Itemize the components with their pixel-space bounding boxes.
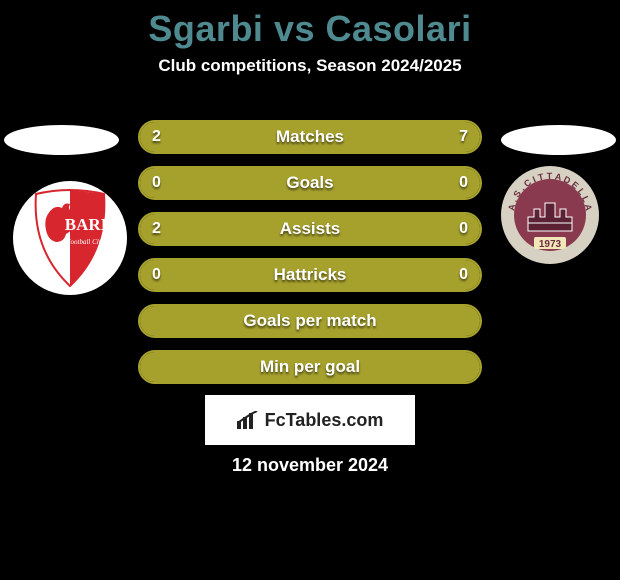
stat-row-matches: 27Matches: [138, 120, 482, 154]
fctables-badge[interactable]: FcTables.com: [205, 395, 415, 445]
cittadella-crest-svg: A . S . C I T T A D E L L A 1973: [500, 165, 600, 265]
stat-label: Assists: [140, 214, 480, 244]
decor-ellipse-left: [4, 125, 119, 155]
stat-row-min-per-goal: Min per goal: [138, 350, 482, 384]
stat-label: Goals per match: [140, 306, 480, 336]
player2-name: Casolari: [326, 8, 472, 49]
footer-date: 12 november 2024: [0, 455, 620, 476]
stat-label: Hattricks: [140, 260, 480, 290]
fctables-icon: [237, 411, 259, 429]
bari-text: BARI: [65, 215, 108, 234]
stat-row-goals-per-match: Goals per match: [138, 304, 482, 338]
bari-crest-svg: BARI Football Club: [12, 180, 128, 296]
stats-bars: 27Matches 00Goals 20Assists 00Hattricks Goal…: [138, 120, 482, 396]
stat-row-hattricks: 00Hattricks: [138, 258, 482, 292]
cittadella-crest: A . S . C I T T A D E L L A 1973: [500, 165, 600, 265]
subtitle: Club competitions, Season 2024/2025: [0, 56, 620, 76]
decor-ellipse-right: [501, 125, 616, 155]
page-title: Sgarbi vs Casolari: [0, 0, 620, 50]
stat-row-assists: 20Assists: [138, 212, 482, 246]
stat-label: Min per goal: [140, 352, 480, 382]
player1-name: Sgarbi: [148, 8, 263, 49]
stat-label: Matches: [140, 122, 480, 152]
fctables-text: FcTables.com: [265, 410, 384, 431]
stat-row-goals: 00Goals: [138, 166, 482, 200]
stat-label: Goals: [140, 168, 480, 198]
cittadella-year: 1973: [539, 239, 562, 250]
vs-text: vs: [274, 8, 315, 49]
bari-sub: Football Club: [65, 238, 106, 246]
bari-crest: BARI Football Club: [12, 180, 128, 296]
